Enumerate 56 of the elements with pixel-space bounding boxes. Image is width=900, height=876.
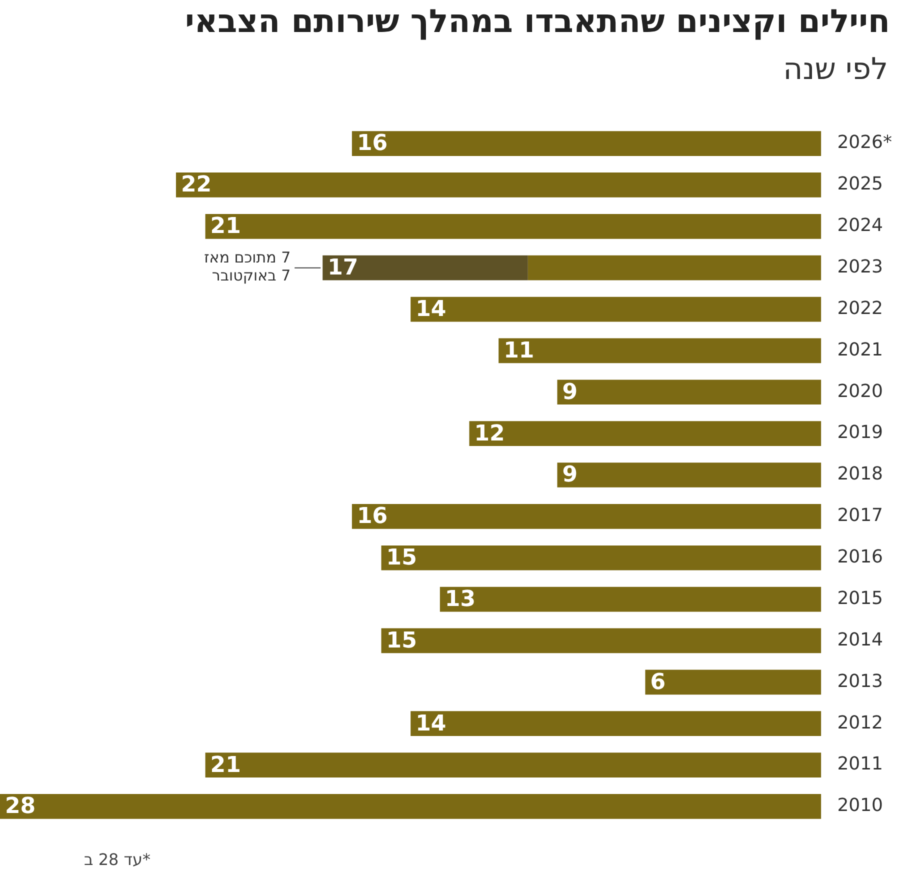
bar: [528, 255, 822, 280]
data-label: 6: [650, 670, 666, 695]
y-tick-label: 2019: [837, 422, 884, 444]
data-label: 16: [356, 504, 388, 530]
y-tick-label: 2015: [837, 588, 884, 609]
bar: [381, 628, 822, 654]
bar: [205, 752, 822, 778]
bar: [440, 586, 822, 612]
bar: [0, 794, 822, 819]
data-label: 11: [504, 338, 534, 364]
bar: [557, 380, 822, 405]
bar: [410, 711, 822, 736]
data-label: 22: [180, 172, 212, 198]
y-tick-label: 2014: [837, 629, 884, 650]
bar: [352, 131, 822, 156]
y-tick-label: 2025: [837, 174, 884, 195]
y-tick-label: 2020: [837, 380, 884, 402]
chart-title: חיילים וקצינים שהתאבדו במהלך שירותם הצבאי: [184, 2, 890, 40]
data-label: 28: [5, 794, 36, 820]
y-tick-label: 2023: [837, 256, 884, 278]
data-label: 9: [562, 380, 578, 405]
data-label: 14: [416, 711, 446, 736]
data-label: 13: [444, 587, 476, 612]
bar: [645, 670, 822, 695]
chart-subtitle: לפי שנה: [783, 52, 888, 87]
y-tick-label: 2010: [837, 795, 884, 816]
y-tick-label: 2011: [837, 754, 884, 775]
bar: [557, 462, 822, 488]
bar: [352, 504, 822, 529]
total-label: 17: [328, 256, 358, 281]
y-tick-label: 2017: [837, 505, 884, 526]
data-label: 21: [210, 214, 241, 240]
bar: [205, 214, 822, 239]
y-tick-label: 2018: [837, 464, 884, 485]
bar: [410, 296, 822, 322]
data-label: 21: [210, 752, 241, 778]
data-label: 15: [386, 628, 417, 654]
data-label: 9: [562, 462, 578, 488]
bar: [469, 421, 822, 446]
bar: [498, 338, 822, 364]
bar: [322, 255, 528, 280]
text: *עד 28 ב: [84, 850, 151, 869]
data-label: 16: [356, 131, 388, 156]
annotation: 7 מתוכם מאז 7 באוקטובר: [204, 248, 291, 285]
y-tick-label: 2012: [837, 712, 884, 734]
y-tick-label: 2022: [837, 298, 884, 319]
y-tick-label: 2016: [837, 546, 884, 568]
data-label: 12: [474, 421, 505, 446]
data-label: 14: [416, 296, 446, 322]
bar: [176, 172, 822, 198]
bar: [381, 545, 822, 570]
y-tick-label: 2026*: [837, 132, 892, 154]
data-label: 15: [386, 546, 417, 571]
y-tick-label: 2024: [837, 215, 884, 236]
y-tick-label: 2013: [837, 670, 884, 692]
y-tick-label: 2021: [837, 339, 884, 360]
